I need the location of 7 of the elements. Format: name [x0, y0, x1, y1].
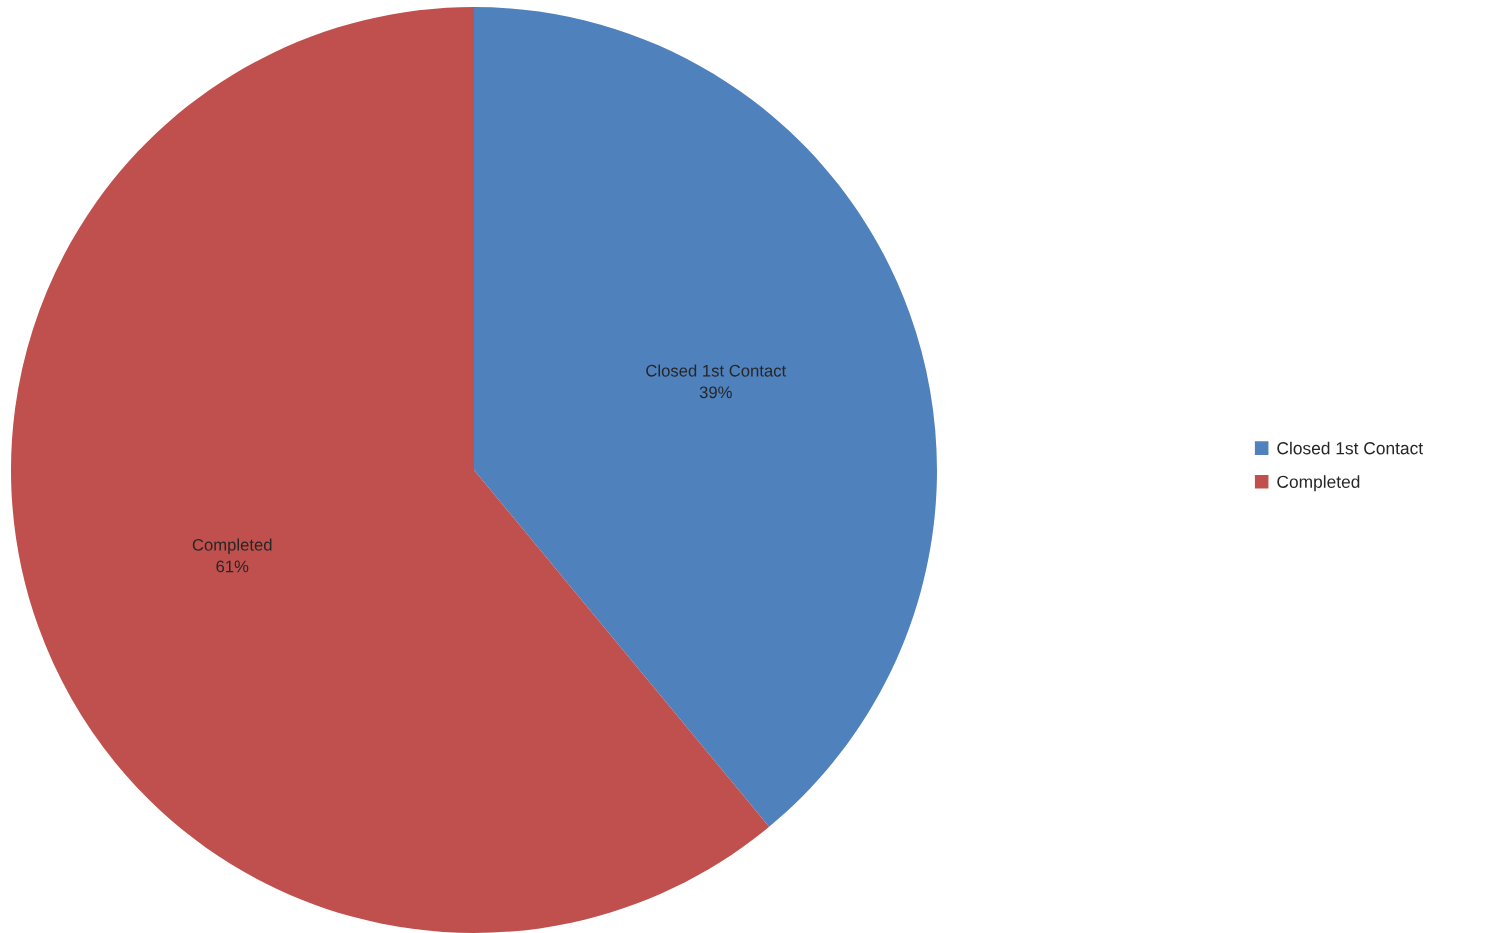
data-label: 39% [699, 386, 732, 399]
slice-label: Completed [192, 538, 272, 555]
slice-label: Closed 1st Contact [646, 364, 787, 377]
pie-slice [474, 7, 937, 827]
data-label: 61% [216, 560, 249, 573]
legend-label: Closed 1st Contact [1277, 441, 1423, 455]
legend-label: Completed [1277, 475, 1360, 492]
